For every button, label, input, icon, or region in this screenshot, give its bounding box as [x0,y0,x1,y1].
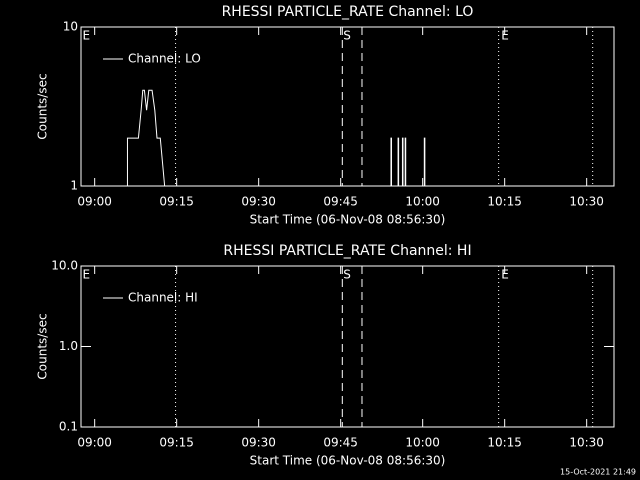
x-tick-label: 09:45 [323,195,358,209]
x-tick-label: 09:00 [77,436,112,450]
event-label: E [83,29,91,43]
y-tick-label: 1 [70,179,78,193]
x-tick-label: 09:15 [159,436,194,450]
event-label: S [343,268,351,282]
legend-label: Channel: HI [128,291,198,305]
event-label: E [501,29,509,43]
y-axis-label: Counts/sec [36,313,50,379]
x-tick-label: 10:15 [487,195,522,209]
legend-label: Channel: LO [128,52,201,66]
footer: 15-Oct-2021 21:49 [560,468,636,477]
x-axis-label: Start Time (06-Nov-08 08:56:30) [250,454,446,468]
x-tick-label: 09:00 [77,195,112,209]
y-tick-label: 0.1 [59,420,78,434]
event-label: E [501,268,509,282]
x-axis-label: Start Time (06-Nov-08 08:56:30) [250,213,446,227]
x-tick-label: 09:45 [323,436,358,450]
x-tick-label: 09:15 [159,195,194,209]
series-line [81,89,614,187]
x-tick-label: 09:30 [241,195,276,209]
event-label: S [343,29,351,43]
chart-title: RHESSI PARTICLE_RATE Channel: HI [223,243,471,259]
x-tick-label: 10:30 [569,436,604,450]
x-tick-label: 10:00 [405,195,440,209]
x-tick-label: 10:00 [405,436,440,450]
y-tick-label: 10 [63,20,78,34]
y-axis-label: Counts/sec [36,73,50,139]
y-tick-label: 10.0 [51,259,78,273]
x-tick-label: 10:30 [569,195,604,209]
x-tick-label: 10:15 [487,436,522,450]
chart-title: RHESSI PARTICLE_RATE Channel: LO [222,4,474,20]
event-label: E [83,268,91,282]
y-tick-label: 1.0 [59,339,78,353]
x-tick-label: 09:30 [241,436,276,450]
